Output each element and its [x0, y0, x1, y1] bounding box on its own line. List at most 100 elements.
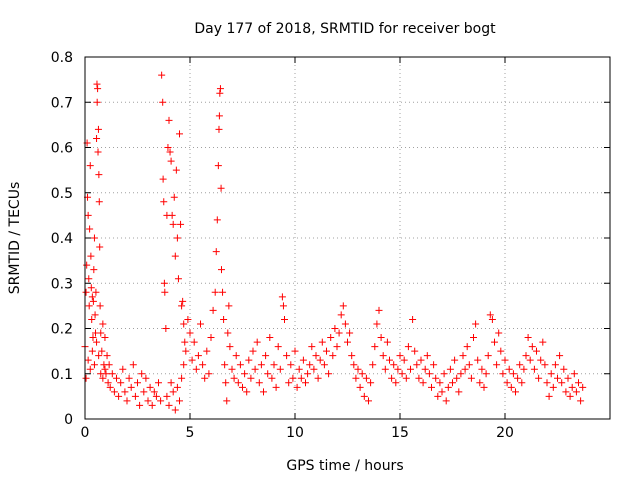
data-point: [346, 329, 354, 337]
data-point: [209, 306, 217, 314]
data-point: [551, 361, 559, 369]
data-point: [394, 365, 402, 373]
data-point: [93, 80, 101, 88]
data-point: [518, 379, 526, 387]
data-point: [203, 347, 211, 355]
data-point: [407, 365, 414, 373]
y-tick-label: 0.8: [51, 50, 73, 66]
data-point: [575, 379, 582, 387]
data-point: [302, 379, 309, 387]
data-point: [409, 315, 417, 323]
data-point: [94, 125, 102, 133]
data-point: [163, 392, 171, 400]
data-point: [530, 365, 538, 373]
data-point: [482, 370, 490, 378]
data-point: [274, 343, 282, 351]
data-point: [417, 356, 425, 364]
data-point: [367, 379, 375, 387]
data-point: [92, 288, 100, 296]
data-point: [371, 343, 379, 351]
data-point: [228, 365, 236, 373]
data-point: [268, 374, 276, 382]
data-point: [89, 297, 97, 305]
data-point: [84, 211, 92, 219]
data-point: [400, 356, 408, 364]
data-point: [287, 361, 295, 369]
data-point: [165, 401, 173, 409]
data-point: [316, 356, 324, 364]
data-point: [446, 365, 454, 373]
data-point: [379, 352, 387, 360]
data-point: [119, 365, 127, 373]
data-point: [291, 347, 299, 355]
data-point: [160, 198, 168, 206]
data-point: [415, 374, 423, 382]
data-point: [82, 288, 90, 296]
data-point: [96, 243, 104, 251]
data-point: [190, 338, 198, 346]
data-point: [329, 352, 337, 360]
data-point: [411, 347, 419, 355]
data-point: [251, 365, 259, 373]
data-point: [341, 320, 349, 328]
data-point: [84, 356, 92, 364]
data-point: [501, 356, 509, 364]
data-point: [495, 329, 503, 337]
data-point: [90, 266, 98, 274]
data-point: [236, 361, 244, 369]
data-point: [216, 89, 224, 97]
data-point: [188, 356, 196, 364]
data-point: [88, 347, 96, 355]
data-point: [558, 379, 566, 387]
y-tick-label: 0.6: [51, 141, 73, 157]
data-point: [136, 401, 144, 409]
data-point: [493, 361, 501, 369]
data-point: [266, 334, 274, 342]
data-point: [547, 370, 555, 378]
data-point: [505, 365, 513, 373]
data-point: [221, 361, 229, 369]
grid-layer: [85, 57, 610, 419]
data-point: [432, 374, 440, 382]
data-point: [383, 338, 391, 346]
data-point: [257, 361, 265, 369]
data-point: [173, 383, 181, 391]
data-point: [243, 388, 251, 396]
data-point: [83, 261, 91, 269]
data-point: [218, 266, 225, 274]
data-point: [560, 365, 568, 373]
data-point: [152, 392, 160, 400]
data-point: [94, 148, 102, 156]
data-point: [115, 392, 123, 400]
data-point: [85, 275, 93, 283]
data-point: [93, 134, 101, 142]
data-point: [140, 388, 148, 396]
data-point: [86, 225, 94, 233]
data-point: [348, 352, 356, 360]
data-point: [168, 211, 176, 219]
data-point: [491, 338, 498, 346]
x-tick-label: 0: [81, 425, 90, 441]
data-point: [113, 374, 120, 382]
data-point: [325, 370, 333, 378]
y-tick-label: 0: [64, 412, 73, 428]
data-point: [181, 338, 189, 346]
data-point: [87, 252, 95, 260]
data-point: [398, 370, 406, 378]
data-point: [171, 406, 179, 414]
data-point: [225, 302, 233, 310]
data-point: [358, 370, 366, 378]
data-point: [215, 112, 223, 120]
data-point: [360, 392, 368, 400]
data-point: [96, 302, 104, 310]
data-point: [299, 356, 307, 364]
data-point: [180, 361, 188, 369]
data-point: [419, 379, 427, 387]
data-point: [388, 374, 396, 382]
data-point: [314, 374, 322, 382]
data-point: [260, 388, 267, 396]
data-point: [488, 315, 496, 323]
data-point: [199, 361, 207, 369]
data-point: [219, 288, 227, 296]
